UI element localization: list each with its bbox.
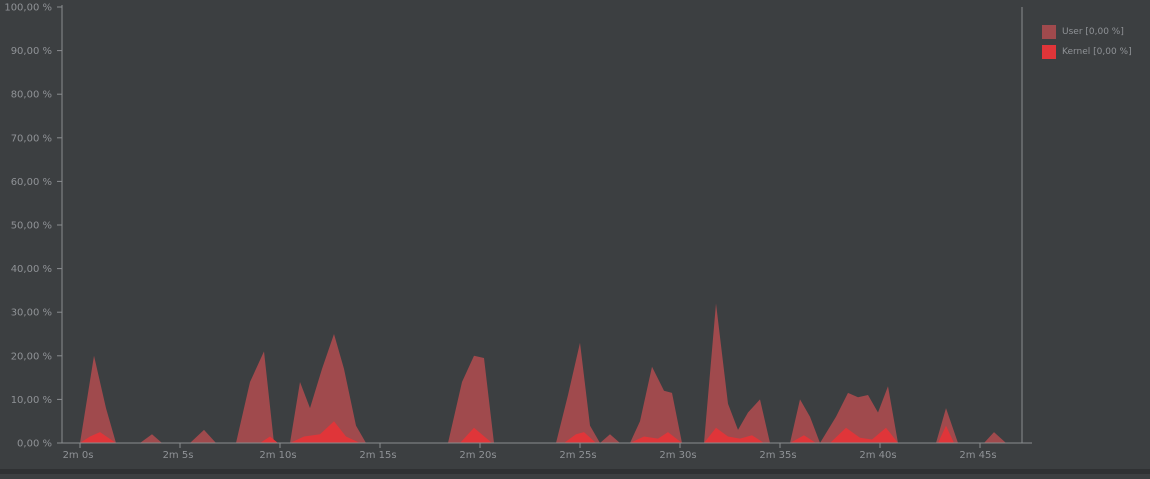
x-tick-label: 2m 40s bbox=[859, 450, 896, 461]
y-tick-label: 60,00 % bbox=[11, 177, 52, 188]
y-tick-label: 100,00 % bbox=[4, 3, 52, 14]
x-tick-label: 2m 45s bbox=[959, 450, 996, 461]
x-tick-label: 2m 10s bbox=[259, 450, 296, 461]
x-tick-label: 2m 0s bbox=[63, 450, 94, 461]
y-tick-label: 70,00 % bbox=[11, 133, 52, 144]
series-area-user bbox=[80, 303, 1006, 443]
legend-item-kernel: Kernel [0,00 %] bbox=[1042, 42, 1132, 62]
legend-item-user: User [0,00 %] bbox=[1042, 22, 1132, 42]
y-tick-label: 30,00 % bbox=[11, 308, 52, 319]
y-tick-label: 90,00 % bbox=[11, 46, 52, 57]
legend-swatch-user bbox=[1042, 25, 1056, 39]
y-tick-label: 0,00 % bbox=[17, 439, 52, 450]
x-tick-label: 2m 5s bbox=[163, 450, 194, 461]
legend: User [0,00 %] Kernel [0,00 %] bbox=[1042, 22, 1132, 62]
x-tick-label: 2m 20s bbox=[459, 450, 496, 461]
x-tick-label: 2m 35s bbox=[759, 450, 796, 461]
series-area-kernel bbox=[80, 421, 954, 443]
y-tick-label: 50,00 % bbox=[11, 221, 52, 232]
y-tick-label: 40,00 % bbox=[11, 264, 52, 275]
x-tick-label: 2m 30s bbox=[659, 450, 696, 461]
y-tick-label: 10,00 % bbox=[11, 395, 52, 406]
x-tick-label: 2m 15s bbox=[359, 450, 396, 461]
legend-label-kernel: Kernel [0,00 %] bbox=[1062, 47, 1132, 57]
y-tick-label: 80,00 % bbox=[11, 90, 52, 101]
y-tick-label: 20,00 % bbox=[11, 351, 52, 362]
x-tick-label: 2m 25s bbox=[559, 450, 596, 461]
legend-label-user: User [0,00 %] bbox=[1062, 27, 1124, 37]
bottom-status-strip bbox=[0, 469, 1150, 474]
legend-swatch-kernel bbox=[1042, 45, 1056, 59]
